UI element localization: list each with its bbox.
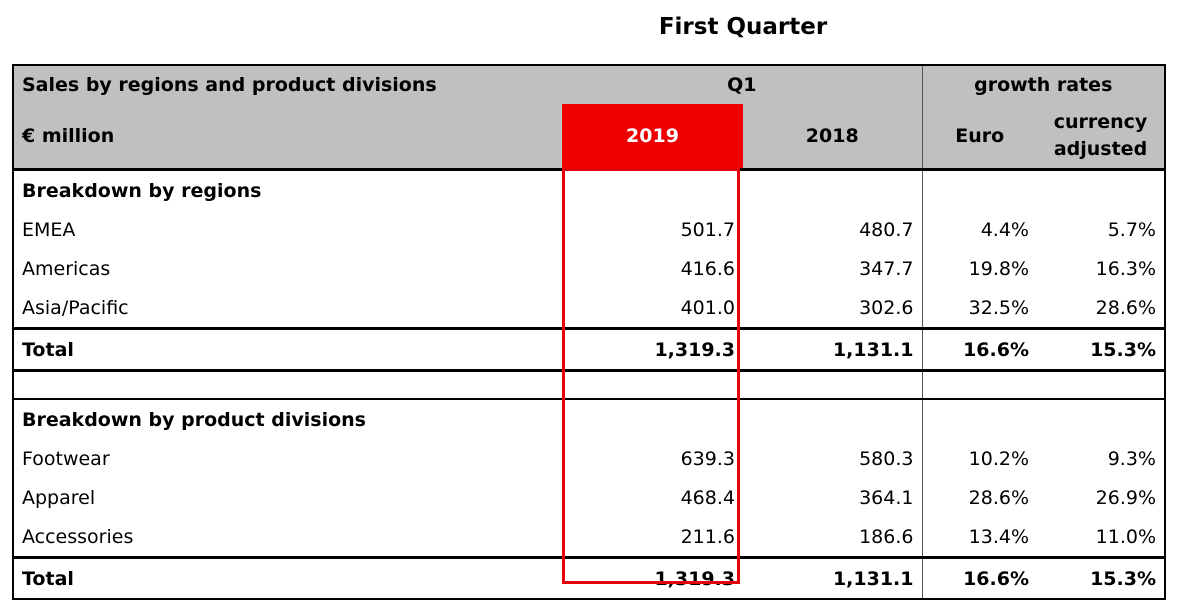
value-2018: 347.7 [859,257,914,280]
value-2018: 186.6 [743,517,922,559]
growth-fx: 26.9% [1037,478,1166,517]
header-currency-adjusted-line2: adjusted [1053,138,1148,160]
row-label: Americas [12,249,562,288]
header-unit: € million [12,104,562,171]
page-title: First Quarter [0,14,1178,40]
value-2018: 302.6 [743,288,922,330]
value-2018: 580.3 [859,447,914,470]
value-2019: 468.4 [680,486,735,509]
total-label: Total [12,557,562,600]
value-2018: 364.1 [859,486,914,509]
table-row: Asia/Pacific 401.0 302.6 32.5% 28.6% [12,288,1166,330]
growth-fx: 5.7% [1037,210,1166,249]
total-growth-euro: 16.6% [921,557,1037,600]
table-row: EMEA 501.7 480.7 4.4% 5.7% [12,210,1166,249]
value-2019: 416.6 [680,257,735,280]
table-row: Accessories 211.6 186.6 13.4% 11.0% [12,517,1166,559]
header-currency-adjusted-line1: currency [1053,111,1148,133]
growth-euro: 32.5% [921,288,1037,330]
growth-fx: 11.0% [1037,517,1166,559]
total-growth-fx: 15.3% [1037,328,1166,372]
spacer-row [12,370,1166,400]
total-growth-euro: 16.6% [921,328,1037,372]
header-year-2019: 2019 [562,104,743,171]
table-row: Americas 416.6 347.7 19.8% 16.3% [12,249,1166,288]
total-growth-fx: 15.3% [1037,557,1166,600]
header-growth-rates: growth rates [921,64,1166,104]
row-label: EMEA [12,210,562,249]
title-text: First Quarter [658,14,828,40]
growth-euro: 13.4% [921,517,1037,559]
table-row: Footwear 639.3 580.3 10.2% 9.3% [12,439,1166,478]
row-label: Accessories [12,517,562,559]
header-year-2018: 2018 [743,104,922,171]
sales-table: Sales by regions and product divisions Q… [12,64,1166,600]
growth-euro: 10.2% [921,439,1037,478]
header-period: Q1 [562,64,922,104]
value-2019: 211.6 [562,517,743,559]
growth-euro: 4.4% [921,210,1037,249]
growth-euro: 28.6% [921,478,1037,517]
growth-fx: 9.3% [1037,439,1166,478]
total-row-divisions: Total 1,319.3 1,131.1 16.6% 15.3% [12,557,1166,600]
row-label: Footwear [12,439,562,478]
section-heading-regions: Breakdown by regions [12,169,1166,210]
total-2018: 1,131.1 [743,557,922,600]
row-label: Apparel [12,478,562,517]
header-sales-label: Sales by regions and product divisions [12,64,562,104]
value-2019: 639.3 [680,447,735,470]
divisions-heading: Breakdown by product divisions [12,399,562,439]
table-row: Apparel 468.4 364.1 28.6% 26.9% [12,478,1166,517]
header-row-2: € million 2019 2018 Euro currency adjust… [12,104,1166,171]
growth-fx: 16.3% [1037,249,1166,288]
growth-fx: 28.6% [1037,288,1166,330]
total-2019: 1,319.3 [562,328,743,372]
row-label: Asia/Pacific [12,288,562,330]
total-row-regions: Total 1,319.3 1,131.1 16.6% 15.3% [12,328,1166,372]
total-2019: 1,319.3 [562,557,743,600]
header-row-1: Sales by regions and product divisions Q… [12,64,1166,104]
value-2019: 401.0 [562,288,743,330]
growth-euro: 19.8% [921,249,1037,288]
header-currency-adjusted: currency adjusted [1037,104,1166,171]
regions-heading: Breakdown by regions [12,169,562,210]
value-2018: 480.7 [859,218,914,241]
value-2019: 501.7 [680,218,735,241]
header-euro: Euro [921,104,1037,171]
section-heading-divisions: Breakdown by product divisions [12,399,1166,439]
total-2018: 1,131.1 [743,328,922,372]
total-label: Total [12,328,562,372]
